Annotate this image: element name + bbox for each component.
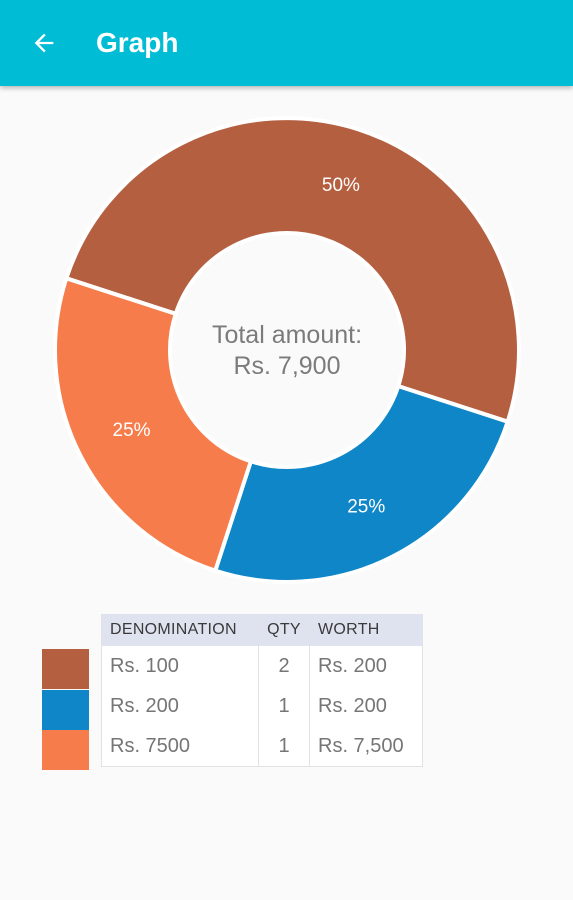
- table-row: Rs. 7500 1 Rs. 7,500: [101, 726, 423, 767]
- total-amount-label: Total amount:: [212, 321, 362, 349]
- cell-worth: Rs. 7,500: [309, 726, 423, 767]
- total-amount-value: Rs. 7,900: [233, 352, 340, 380]
- cell-denomination: Rs. 200: [101, 686, 259, 726]
- chart-slice-label: 25%: [113, 420, 151, 441]
- donut-chart: 50% 25% 25% Total amount: Rs. 7,900: [53, 116, 521, 584]
- denomination-table: DENOMINATION QTY WORTH Rs. 100 2 Rs. 200…: [101, 614, 423, 767]
- header-qty: QTY: [258, 614, 310, 646]
- cell-qty: 1: [258, 726, 310, 767]
- table-row: Rs. 200 1 Rs. 200: [101, 686, 423, 726]
- chart-slice-labels: 50% 25% 25%: [113, 175, 386, 517]
- chart-slices: [53, 116, 521, 584]
- legend-swatches: [42, 649, 89, 771]
- app-bar: Graph: [0, 0, 573, 86]
- cell-denomination: Rs. 100: [101, 646, 259, 686]
- cell-qty: 1: [258, 686, 310, 726]
- chart-slice-label: 25%: [347, 496, 385, 517]
- header-worth: WORTH: [309, 614, 423, 646]
- legend-swatch-rs-200: [42, 689, 89, 730]
- arrow-back-icon: [34, 33, 54, 53]
- legend-swatch-rs-100: [42, 649, 89, 689]
- chart-slice-rs-100: [63, 116, 521, 425]
- chart-slice-rs-7500: [53, 275, 254, 574]
- table-header-row: DENOMINATION QTY WORTH: [101, 614, 423, 646]
- cell-denomination: Rs. 7500: [101, 726, 259, 767]
- header-denomination: DENOMINATION: [101, 614, 259, 646]
- chart-slice-label: 50%: [322, 175, 360, 196]
- chart-slice-rs-200: [212, 383, 511, 584]
- cell-worth: Rs. 200: [309, 686, 423, 726]
- back-button[interactable]: [22, 21, 66, 65]
- table-row: Rs. 100 2 Rs. 200: [101, 646, 423, 686]
- page-title: Graph: [96, 27, 179, 58]
- cell-worth: Rs. 200: [309, 646, 423, 686]
- cell-qty: 2: [258, 646, 310, 686]
- legend-swatch-rs-7500: [42, 730, 89, 770]
